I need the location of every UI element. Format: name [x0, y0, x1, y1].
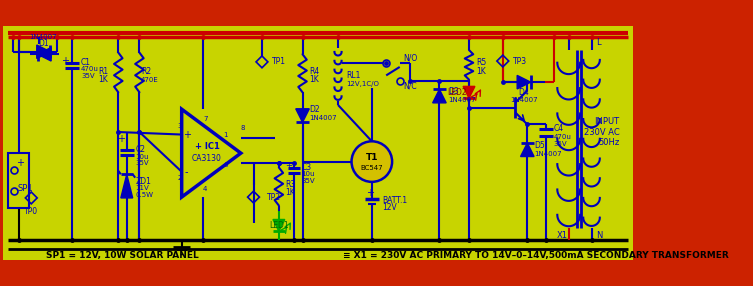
Text: -: -: [185, 167, 188, 177]
Text: TP0: TP0: [24, 207, 38, 216]
Text: 1N4007: 1N4007: [309, 115, 337, 121]
Text: +: +: [17, 158, 24, 168]
Text: TP2: TP2: [267, 192, 281, 202]
Text: LED2: LED2: [447, 88, 466, 97]
Text: LED1: LED1: [269, 221, 288, 230]
Circle shape: [352, 141, 392, 182]
Text: R1: R1: [98, 67, 108, 76]
Text: 1K: 1K: [99, 75, 108, 84]
Text: D4: D4: [519, 88, 529, 97]
Text: 0.5W: 0.5W: [136, 192, 153, 198]
Polygon shape: [38, 47, 51, 61]
Text: +: +: [117, 134, 125, 144]
Text: 470u: 470u: [81, 66, 99, 72]
Polygon shape: [433, 89, 447, 103]
Text: N: N: [596, 231, 602, 240]
Text: X1: X1: [556, 231, 568, 241]
Text: 50Hz: 50Hz: [598, 138, 620, 147]
Text: 12V,1C/O: 12V,1C/O: [346, 81, 380, 87]
Text: 1N4007: 1N4007: [534, 151, 562, 157]
Text: 8: 8: [240, 125, 245, 131]
Text: BC547: BC547: [361, 165, 383, 171]
Text: RL1: RL1: [346, 71, 361, 80]
Text: CA3130: CA3130: [192, 154, 222, 163]
Polygon shape: [463, 86, 475, 98]
Text: D1: D1: [38, 39, 48, 48]
Text: 10u: 10u: [136, 154, 148, 160]
Text: ≡ X1 = 230V AC PRIMARY TO 14V–0–14V,500mA SECONDARY TRANSFORMER: ≡ X1 = 230V AC PRIMARY TO 14V–0–14V,500m…: [343, 251, 729, 260]
Text: N/O: N/O: [403, 54, 417, 63]
Text: 1: 1: [224, 132, 228, 138]
Text: 35V: 35V: [302, 178, 316, 184]
Text: 3: 3: [178, 123, 182, 129]
Text: C1: C1: [81, 58, 91, 67]
Text: 10u: 10u: [302, 171, 316, 177]
Text: C2: C2: [136, 145, 145, 154]
Text: 1N4007: 1N4007: [29, 33, 57, 39]
Text: R4: R4: [309, 67, 319, 76]
Text: D3: D3: [448, 87, 459, 96]
Text: +: +: [61, 56, 69, 66]
Polygon shape: [273, 219, 285, 231]
Text: D5: D5: [534, 141, 545, 150]
Text: T1: T1: [365, 153, 378, 162]
Text: 35V: 35V: [553, 141, 567, 147]
Text: TP3: TP3: [513, 57, 527, 65]
Text: C3: C3: [302, 163, 312, 172]
Text: 1K: 1K: [285, 188, 295, 197]
Text: SP1 = 12V, 10W SOLAR PANEL: SP1 = 12V, 10W SOLAR PANEL: [47, 251, 200, 260]
Text: 470u: 470u: [553, 134, 572, 140]
Text: 2: 2: [178, 176, 182, 182]
Text: 230V AC: 230V AC: [584, 128, 620, 136]
Text: 1K: 1K: [309, 75, 319, 84]
Text: TP1: TP1: [272, 57, 286, 66]
Text: R5: R5: [476, 58, 486, 67]
Text: BATT.1: BATT.1: [382, 196, 407, 205]
Text: INPUT: INPUT: [594, 117, 620, 126]
Text: R2: R2: [141, 67, 151, 76]
Text: R3: R3: [285, 180, 296, 189]
Text: 470E: 470E: [141, 77, 159, 83]
Text: +: +: [285, 161, 291, 170]
Text: 1N4007: 1N4007: [510, 97, 538, 103]
Text: 6: 6: [224, 162, 228, 168]
Text: 1N4007: 1N4007: [448, 97, 475, 103]
Text: 1K: 1K: [476, 67, 486, 76]
Text: ZD1: ZD1: [136, 176, 151, 186]
Text: SP1: SP1: [17, 184, 33, 193]
Text: 35V: 35V: [81, 73, 95, 79]
Text: 12V: 12V: [382, 203, 397, 212]
Text: 4: 4: [203, 186, 208, 192]
Text: C4: C4: [553, 124, 564, 133]
Polygon shape: [37, 45, 50, 59]
Bar: [8, 153, 29, 208]
Text: 11V: 11V: [136, 185, 149, 191]
Text: +: +: [366, 188, 374, 198]
Polygon shape: [296, 109, 309, 122]
Text: D2: D2: [309, 105, 320, 114]
Text: 7: 7: [203, 116, 208, 122]
Text: +: +: [183, 130, 191, 140]
Text: + IC1: + IC1: [194, 142, 219, 151]
Polygon shape: [520, 143, 534, 156]
Polygon shape: [517, 76, 531, 89]
Text: N/C: N/C: [403, 81, 416, 90]
Text: 35V: 35V: [136, 160, 149, 166]
Polygon shape: [120, 174, 133, 198]
Text: L: L: [596, 38, 600, 47]
